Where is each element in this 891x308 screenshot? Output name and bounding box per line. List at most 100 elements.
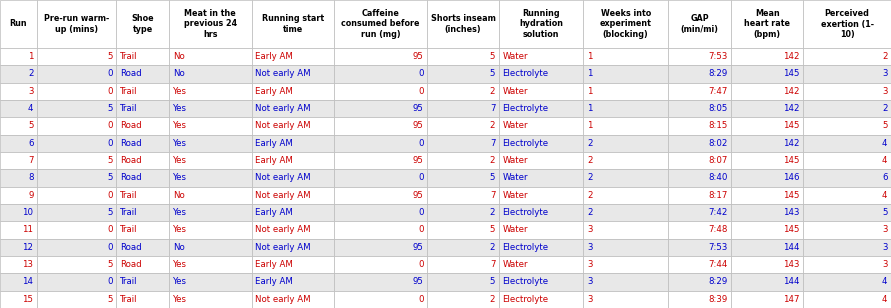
Bar xyxy=(427,291,499,308)
Text: Road: Road xyxy=(119,156,142,165)
Text: 8:40: 8:40 xyxy=(708,173,728,183)
Bar xyxy=(169,221,251,239)
Text: Electrolyte: Electrolyte xyxy=(503,278,549,286)
Text: Yes: Yes xyxy=(173,156,187,165)
Text: Water: Water xyxy=(503,225,528,234)
Text: Yes: Yes xyxy=(173,208,187,217)
Bar xyxy=(251,83,334,100)
Bar xyxy=(732,0,804,48)
Bar xyxy=(0,273,37,291)
Bar xyxy=(427,152,499,169)
Bar xyxy=(116,239,169,256)
Text: Not early AM: Not early AM xyxy=(255,295,311,304)
Text: Early AM: Early AM xyxy=(255,139,293,148)
Text: Yes: Yes xyxy=(173,225,187,234)
Text: 0: 0 xyxy=(418,260,423,269)
Bar xyxy=(668,221,732,239)
Text: 12: 12 xyxy=(22,243,34,252)
Bar xyxy=(116,152,169,169)
Text: No: No xyxy=(173,243,184,252)
Text: 142: 142 xyxy=(783,52,800,61)
Bar xyxy=(668,0,732,48)
Bar xyxy=(732,65,804,83)
Bar xyxy=(804,65,891,83)
Text: 142: 142 xyxy=(783,104,800,113)
Text: Early AM: Early AM xyxy=(255,52,293,61)
Text: 7:44: 7:44 xyxy=(708,260,728,269)
Bar xyxy=(334,291,427,308)
Text: Weeks into
experiment
(blocking): Weeks into experiment (blocking) xyxy=(600,9,651,39)
Text: Early AM: Early AM xyxy=(255,156,293,165)
Bar xyxy=(499,117,584,135)
Text: 8:07: 8:07 xyxy=(708,156,728,165)
Bar xyxy=(804,239,891,256)
Text: 4: 4 xyxy=(882,139,887,148)
Bar xyxy=(804,187,891,204)
Text: 5: 5 xyxy=(107,156,112,165)
Bar xyxy=(37,65,116,83)
Text: Electrolyte: Electrolyte xyxy=(503,139,549,148)
Text: 1: 1 xyxy=(587,104,593,113)
Text: 143: 143 xyxy=(783,208,800,217)
Bar xyxy=(251,187,334,204)
Bar xyxy=(732,291,804,308)
Bar xyxy=(732,100,804,117)
Text: 5: 5 xyxy=(490,225,495,234)
Text: Yes: Yes xyxy=(173,278,187,286)
Bar xyxy=(804,256,891,273)
Bar xyxy=(804,100,891,117)
Bar xyxy=(251,204,334,221)
Text: 4: 4 xyxy=(882,156,887,165)
Bar xyxy=(499,291,584,308)
Text: 7: 7 xyxy=(490,139,495,148)
Text: 1: 1 xyxy=(587,52,593,61)
Text: 2: 2 xyxy=(587,208,593,217)
Bar xyxy=(251,0,334,48)
Text: 2: 2 xyxy=(490,121,495,131)
Bar xyxy=(0,0,37,48)
Bar xyxy=(804,117,891,135)
Bar xyxy=(334,117,427,135)
Text: Mean
heart rate
(bpm): Mean heart rate (bpm) xyxy=(744,9,790,39)
Bar xyxy=(251,65,334,83)
Bar xyxy=(584,0,668,48)
Bar xyxy=(334,65,427,83)
Text: 95: 95 xyxy=(413,191,423,200)
Bar xyxy=(37,0,116,48)
Text: GAP
(min/mi): GAP (min/mi) xyxy=(681,14,719,34)
Bar xyxy=(732,135,804,152)
Bar xyxy=(668,117,732,135)
Text: Road: Road xyxy=(119,70,142,79)
Text: Road: Road xyxy=(119,121,142,131)
Text: No: No xyxy=(173,191,184,200)
Text: 1: 1 xyxy=(28,52,34,61)
Bar xyxy=(116,117,169,135)
Bar xyxy=(668,204,732,221)
Text: Pre-run warm-
up (mins): Pre-run warm- up (mins) xyxy=(44,14,110,34)
Text: 5: 5 xyxy=(28,121,34,131)
Bar xyxy=(732,83,804,100)
Bar xyxy=(584,100,668,117)
Bar xyxy=(584,239,668,256)
Bar xyxy=(37,291,116,308)
Text: Yes: Yes xyxy=(173,173,187,183)
Bar xyxy=(584,273,668,291)
Bar xyxy=(499,48,584,65)
Text: Water: Water xyxy=(503,260,528,269)
Bar xyxy=(499,100,584,117)
Text: 7: 7 xyxy=(490,260,495,269)
Bar xyxy=(499,65,584,83)
Bar xyxy=(334,48,427,65)
Text: 95: 95 xyxy=(413,243,423,252)
Bar xyxy=(804,221,891,239)
Bar xyxy=(251,239,334,256)
Bar xyxy=(804,204,891,221)
Text: 147: 147 xyxy=(783,295,800,304)
Bar xyxy=(0,83,37,100)
Bar xyxy=(116,204,169,221)
Bar xyxy=(169,83,251,100)
Bar xyxy=(116,256,169,273)
Text: Road: Road xyxy=(119,139,142,148)
Bar xyxy=(804,152,891,169)
Bar xyxy=(251,273,334,291)
